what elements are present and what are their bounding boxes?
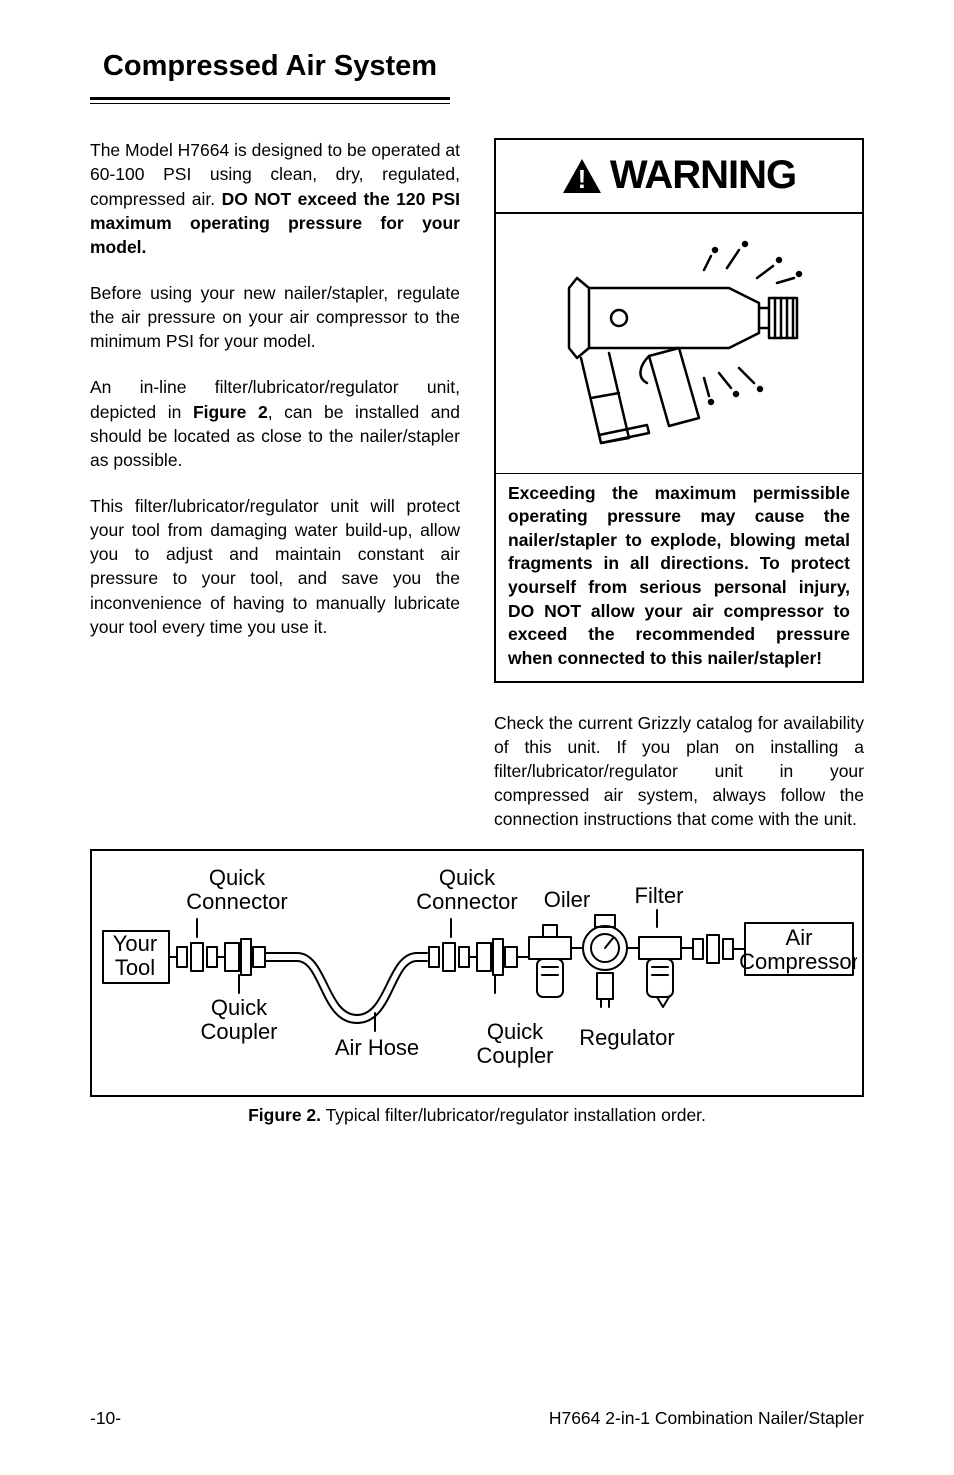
right-column: ! WARNING bbox=[494, 138, 864, 831]
para-4: This filter/lubricator/regulator unit wi… bbox=[90, 494, 460, 639]
left-column: The Model H7664 is designed to be operat… bbox=[90, 138, 460, 831]
label-oiler: Oiler bbox=[544, 887, 590, 912]
label-quick-coupler-2: QuickCoupler bbox=[476, 1019, 553, 1068]
label-your-tool: YourTool bbox=[113, 931, 157, 980]
page-number: -10- bbox=[90, 1408, 121, 1429]
rule-thick bbox=[90, 97, 450, 100]
figure-caption-rest: Typical filter/lubricator/regulator inst… bbox=[321, 1105, 706, 1125]
warning-box: ! WARNING bbox=[494, 138, 864, 682]
warning-header: ! WARNING bbox=[496, 140, 862, 213]
heading-block: Compressed Air System bbox=[90, 50, 450, 104]
label-quick-connector-1: QuickConnector bbox=[186, 865, 288, 914]
figure-caption-bold: Figure 2. bbox=[248, 1105, 321, 1125]
nailer-icon bbox=[529, 228, 829, 458]
warning-illustration bbox=[496, 214, 862, 474]
warning-triangle-icon: ! bbox=[562, 158, 602, 194]
footer-title: H7664 2-in-1 Combination Nailer/Stapler bbox=[549, 1408, 864, 1429]
warning-word: WARNING bbox=[610, 148, 796, 203]
figure-caption: Figure 2. Typical filter/lubricator/regu… bbox=[90, 1105, 864, 1126]
body-columns: The Model H7664 is designed to be operat… bbox=[90, 138, 864, 831]
page-title: Compressed Air System bbox=[90, 50, 450, 83]
label-quick-coupler-1: QuickCoupler bbox=[200, 995, 277, 1044]
svg-text:!: ! bbox=[577, 164, 586, 194]
label-regulator: Regulator bbox=[579, 1025, 674, 1050]
right-para: Check the current Grizzly catalog for av… bbox=[494, 711, 864, 832]
warning-text: Exceeding the maximum permissible operat… bbox=[496, 474, 862, 681]
label-filter: Filter bbox=[635, 883, 684, 908]
para-1: The Model H7664 is designed to be operat… bbox=[90, 138, 460, 259]
rule-thin bbox=[90, 103, 450, 104]
para-3: An in-line filter/lubricator/regulator u… bbox=[90, 375, 460, 472]
air-system-svg: YourTool QuickConnector QuickCoupler Air… bbox=[97, 855, 857, 1091]
para-3-b: Figure 2 bbox=[193, 402, 268, 422]
page-footer: -10- H7664 2-in-1 Combination Nailer/Sta… bbox=[90, 1408, 864, 1429]
label-air-hose: Air Hose bbox=[335, 1035, 419, 1060]
air-system-diagram: YourTool QuickConnector QuickCoupler Air… bbox=[90, 849, 864, 1097]
para-2: Before using your new nailer/stapler, re… bbox=[90, 281, 460, 353]
label-quick-connector-2: QuickConnector bbox=[416, 865, 518, 914]
